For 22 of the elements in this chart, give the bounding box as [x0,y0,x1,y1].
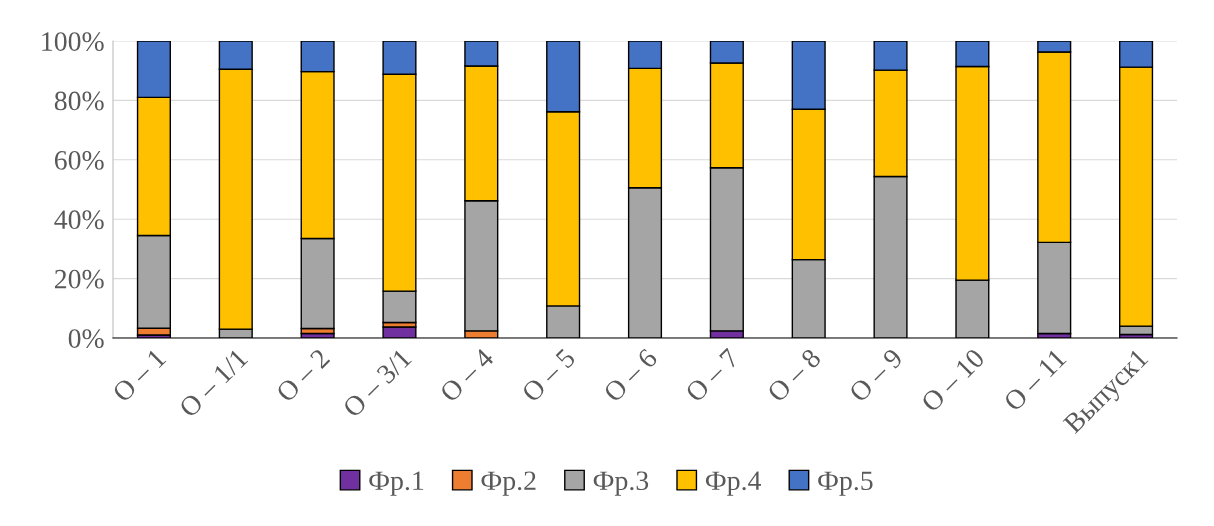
legend-label: Фр.4 [705,471,762,496]
legend-label: Фр.3 [593,471,649,496]
x-tick-label: О – 9 [848,347,904,403]
x-tick-label: О – 7 [684,347,741,403]
y-tick-label: 80% [54,91,104,111]
x-tick-label: О – 3/1 [341,348,413,419]
y-tick-label: 0% [68,329,104,348]
x-tick-label: О – 6 [602,347,659,403]
x-tick-label: О – 2 [275,348,331,403]
x-tick-label: О – 5 [520,347,577,403]
y-tick-label: 20% [54,269,104,289]
legend-label: Фр.2 [481,471,536,496]
x-tick-label: О – 4 [439,347,495,403]
legend-label: Фр.1 [369,471,424,496]
x-tick-label: О – 1/1 [178,348,249,419]
x-tick-label: О – 8 [766,347,822,403]
y-tick-label: 100% [42,32,104,51]
y-tick-label: 40% [54,210,104,230]
y-tick-label: 60% [54,150,104,170]
x-tick-label: О – 1 [111,348,167,403]
legend-label: Фр.5 [818,471,873,496]
x-tick-label: О – 10 [920,347,986,413]
